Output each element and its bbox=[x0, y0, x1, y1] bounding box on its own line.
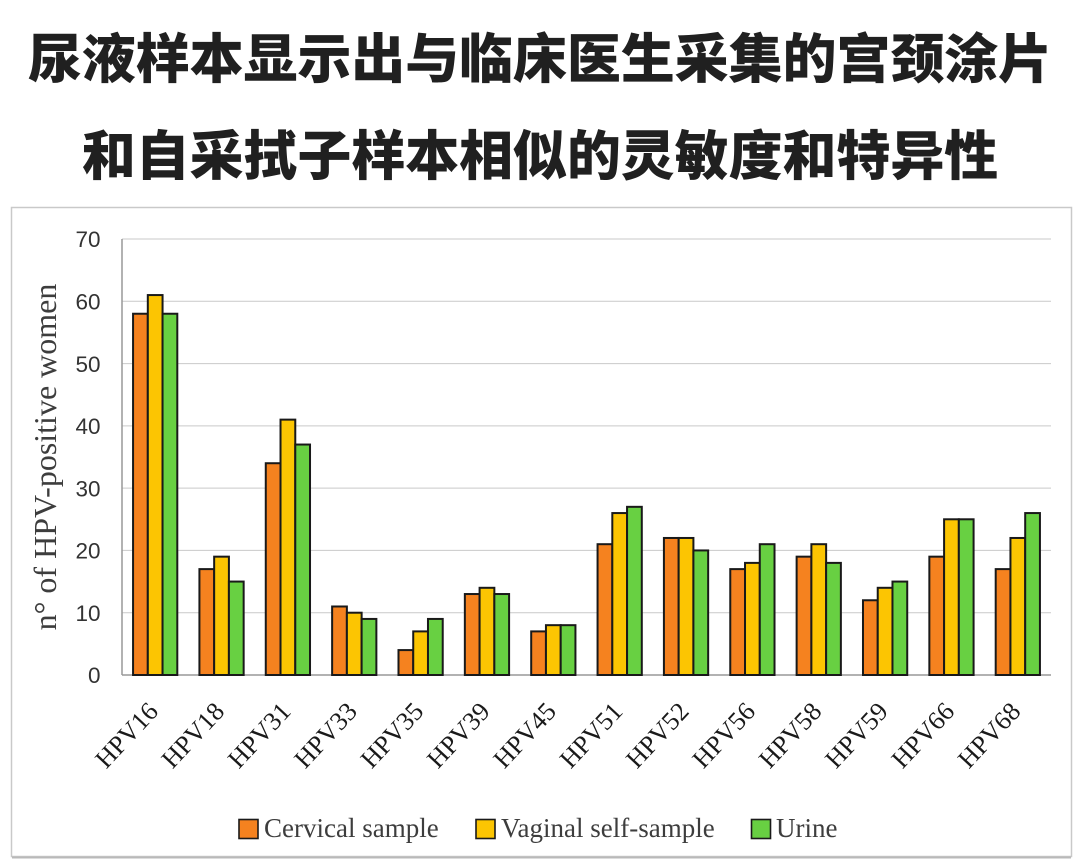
svg-text:20: 20 bbox=[75, 539, 100, 564]
svg-text:Cervical sample: Cervical sample bbox=[264, 813, 439, 843]
svg-text:30: 30 bbox=[75, 476, 100, 501]
svg-text:n° of HPV-positive women: n° of HPV-positive women bbox=[27, 284, 63, 631]
svg-text:Vaginal self-sample: Vaginal self-sample bbox=[501, 813, 715, 843]
svg-text:70: 70 bbox=[75, 227, 100, 252]
svg-text:10: 10 bbox=[75, 601, 100, 626]
svg-text:Urine: Urine bbox=[776, 813, 837, 843]
svg-text:0: 0 bbox=[88, 663, 101, 688]
svg-text:50: 50 bbox=[75, 352, 100, 377]
svg-text:60: 60 bbox=[75, 289, 100, 314]
svg-text:40: 40 bbox=[75, 414, 100, 439]
